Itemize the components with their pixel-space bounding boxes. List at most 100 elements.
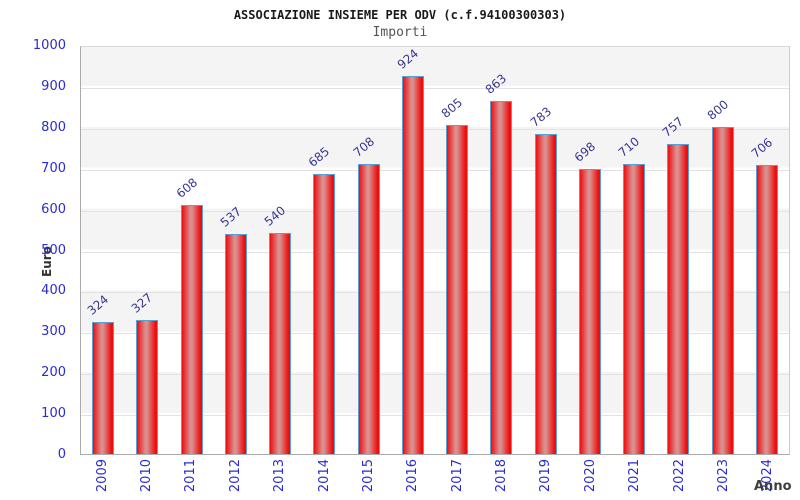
gridline (81, 169, 789, 171)
bar (711, 126, 734, 454)
x-slot: 2016 (391, 459, 435, 499)
x-tick-label: 2017 (449, 459, 465, 493)
bar-slot: 685 (302, 47, 346, 454)
y-tick-label: 300 (41, 324, 66, 340)
x-tick-label: 2013 (272, 459, 288, 493)
x-tick-label: 2019 (538, 459, 554, 493)
x-tick-label: 2010 (139, 459, 155, 493)
gridline (81, 128, 789, 130)
bar-value-label: 708 (350, 134, 377, 161)
bar-slot: 757 (656, 47, 700, 454)
bar (401, 76, 424, 454)
x-slot: 2019 (524, 459, 568, 499)
x-slot: 2011 (169, 459, 213, 499)
x-slot: 2021 (613, 459, 657, 499)
bar (136, 320, 159, 454)
x-axis-tick-labels: 2009 2010 2011 2012 2013 2014 2015 2016 2017 2018… (80, 459, 790, 499)
bar-value-label: 608 (173, 175, 200, 202)
bar-slot: 800 (701, 47, 745, 454)
y-tick-label: 600 (41, 201, 66, 217)
bar-value-label: 757 (660, 114, 687, 141)
x-slot: 2014 (302, 459, 346, 499)
chart-title: ASSOCIAZIONE INSIEME PER ODV (c.f.941003… (233, 8, 567, 22)
bar-value-label: 805 (438, 95, 466, 121)
bar-value-label: 537 (217, 204, 245, 231)
x-slot: 2015 (346, 459, 390, 499)
y-tick-label: 900 (41, 78, 66, 94)
chart-subtitle: Importi (372, 25, 428, 40)
x-tick-label: 2011 (183, 459, 199, 493)
y-tick-label: 0 (57, 447, 66, 462)
x-tick-label: 2014 (316, 459, 332, 493)
bar (357, 164, 380, 454)
bar (92, 321, 115, 454)
x-tick-label: 2018 (494, 459, 510, 493)
bar-slot: 706 (745, 47, 789, 454)
bar-slot: 783 (524, 47, 568, 454)
bar-slot: 805 (435, 47, 479, 454)
bar-slot: 540 (258, 47, 302, 454)
bar-slot: 608 (170, 47, 214, 454)
bar-value-label: 924 (394, 46, 422, 72)
y-tick-label: 800 (41, 119, 66, 135)
bar-value-label: 800 (704, 97, 731, 123)
bar-slot: 924 (391, 46, 435, 454)
x-slot: 2020 (568, 459, 612, 499)
gridline (81, 374, 789, 376)
bars-layer: 324 327 608 537 540 685 708 924 805 863 783 698 710 7… (81, 46, 789, 454)
bar (623, 163, 646, 454)
bar (755, 165, 778, 454)
bar (578, 168, 601, 454)
x-slot: 2012 (213, 459, 257, 499)
bar-slot: 327 (125, 47, 169, 454)
y-tick-label: 200 (41, 365, 66, 381)
gridline (81, 333, 789, 335)
gridline (81, 87, 789, 89)
plot-area: 324 327 608 537 540 685 708 924 805 863 783 698 710 7… (80, 46, 790, 455)
x-slot: 2018 (479, 459, 523, 499)
bar (180, 205, 203, 454)
x-tick-label: 2020 (582, 459, 598, 493)
x-tick-label: 2016 (405, 459, 421, 493)
x-axis-title: Anno (754, 479, 792, 494)
bar (269, 233, 292, 454)
bar-slot: 537 (214, 47, 258, 454)
bar-slot: 324 (81, 47, 125, 454)
bar-value-label: 327 (129, 290, 156, 317)
gridline (81, 210, 789, 212)
x-tick-label: 2012 (227, 459, 243, 493)
y-tick-label: 700 (41, 160, 66, 176)
gridline (81, 415, 789, 417)
bar (224, 234, 247, 454)
x-tick-label: 2015 (360, 459, 376, 493)
bar-value-label: 324 (84, 291, 112, 318)
gridline (81, 292, 789, 294)
bar-value-label: 698 (571, 138, 599, 165)
bar (313, 173, 336, 454)
bar (534, 133, 557, 454)
bar-value-label: 710 (615, 133, 643, 160)
bar-slot: 863 (479, 47, 523, 454)
x-tick-label: 2021 (627, 459, 643, 493)
y-tick-label: 400 (41, 283, 66, 299)
x-slot: 2010 (124, 459, 168, 499)
x-slot: 2013 (258, 459, 302, 499)
bar-value-label: 685 (306, 144, 333, 170)
bar-value-label: 540 (261, 203, 289, 229)
bar-value-label: 863 (483, 71, 510, 97)
x-slot: 2009 (80, 459, 124, 499)
x-tick-label: 2023 (715, 459, 731, 493)
x-slot: 2022 (657, 459, 701, 499)
gridline (81, 251, 789, 253)
bar (490, 101, 513, 454)
y-tick-label: 500 (41, 242, 66, 258)
x-slot: 2017 (435, 459, 479, 499)
bar-slot: 698 (568, 47, 612, 454)
y-axis-tick-labels: 0 100 200 300 400 500 600 700 800 900 1000 (0, 0, 72, 500)
bar-value-label: 783 (527, 104, 554, 130)
bar (446, 124, 469, 454)
bar-slot: 710 (612, 47, 656, 454)
bar (667, 144, 690, 454)
y-tick-label: 100 (41, 406, 66, 422)
